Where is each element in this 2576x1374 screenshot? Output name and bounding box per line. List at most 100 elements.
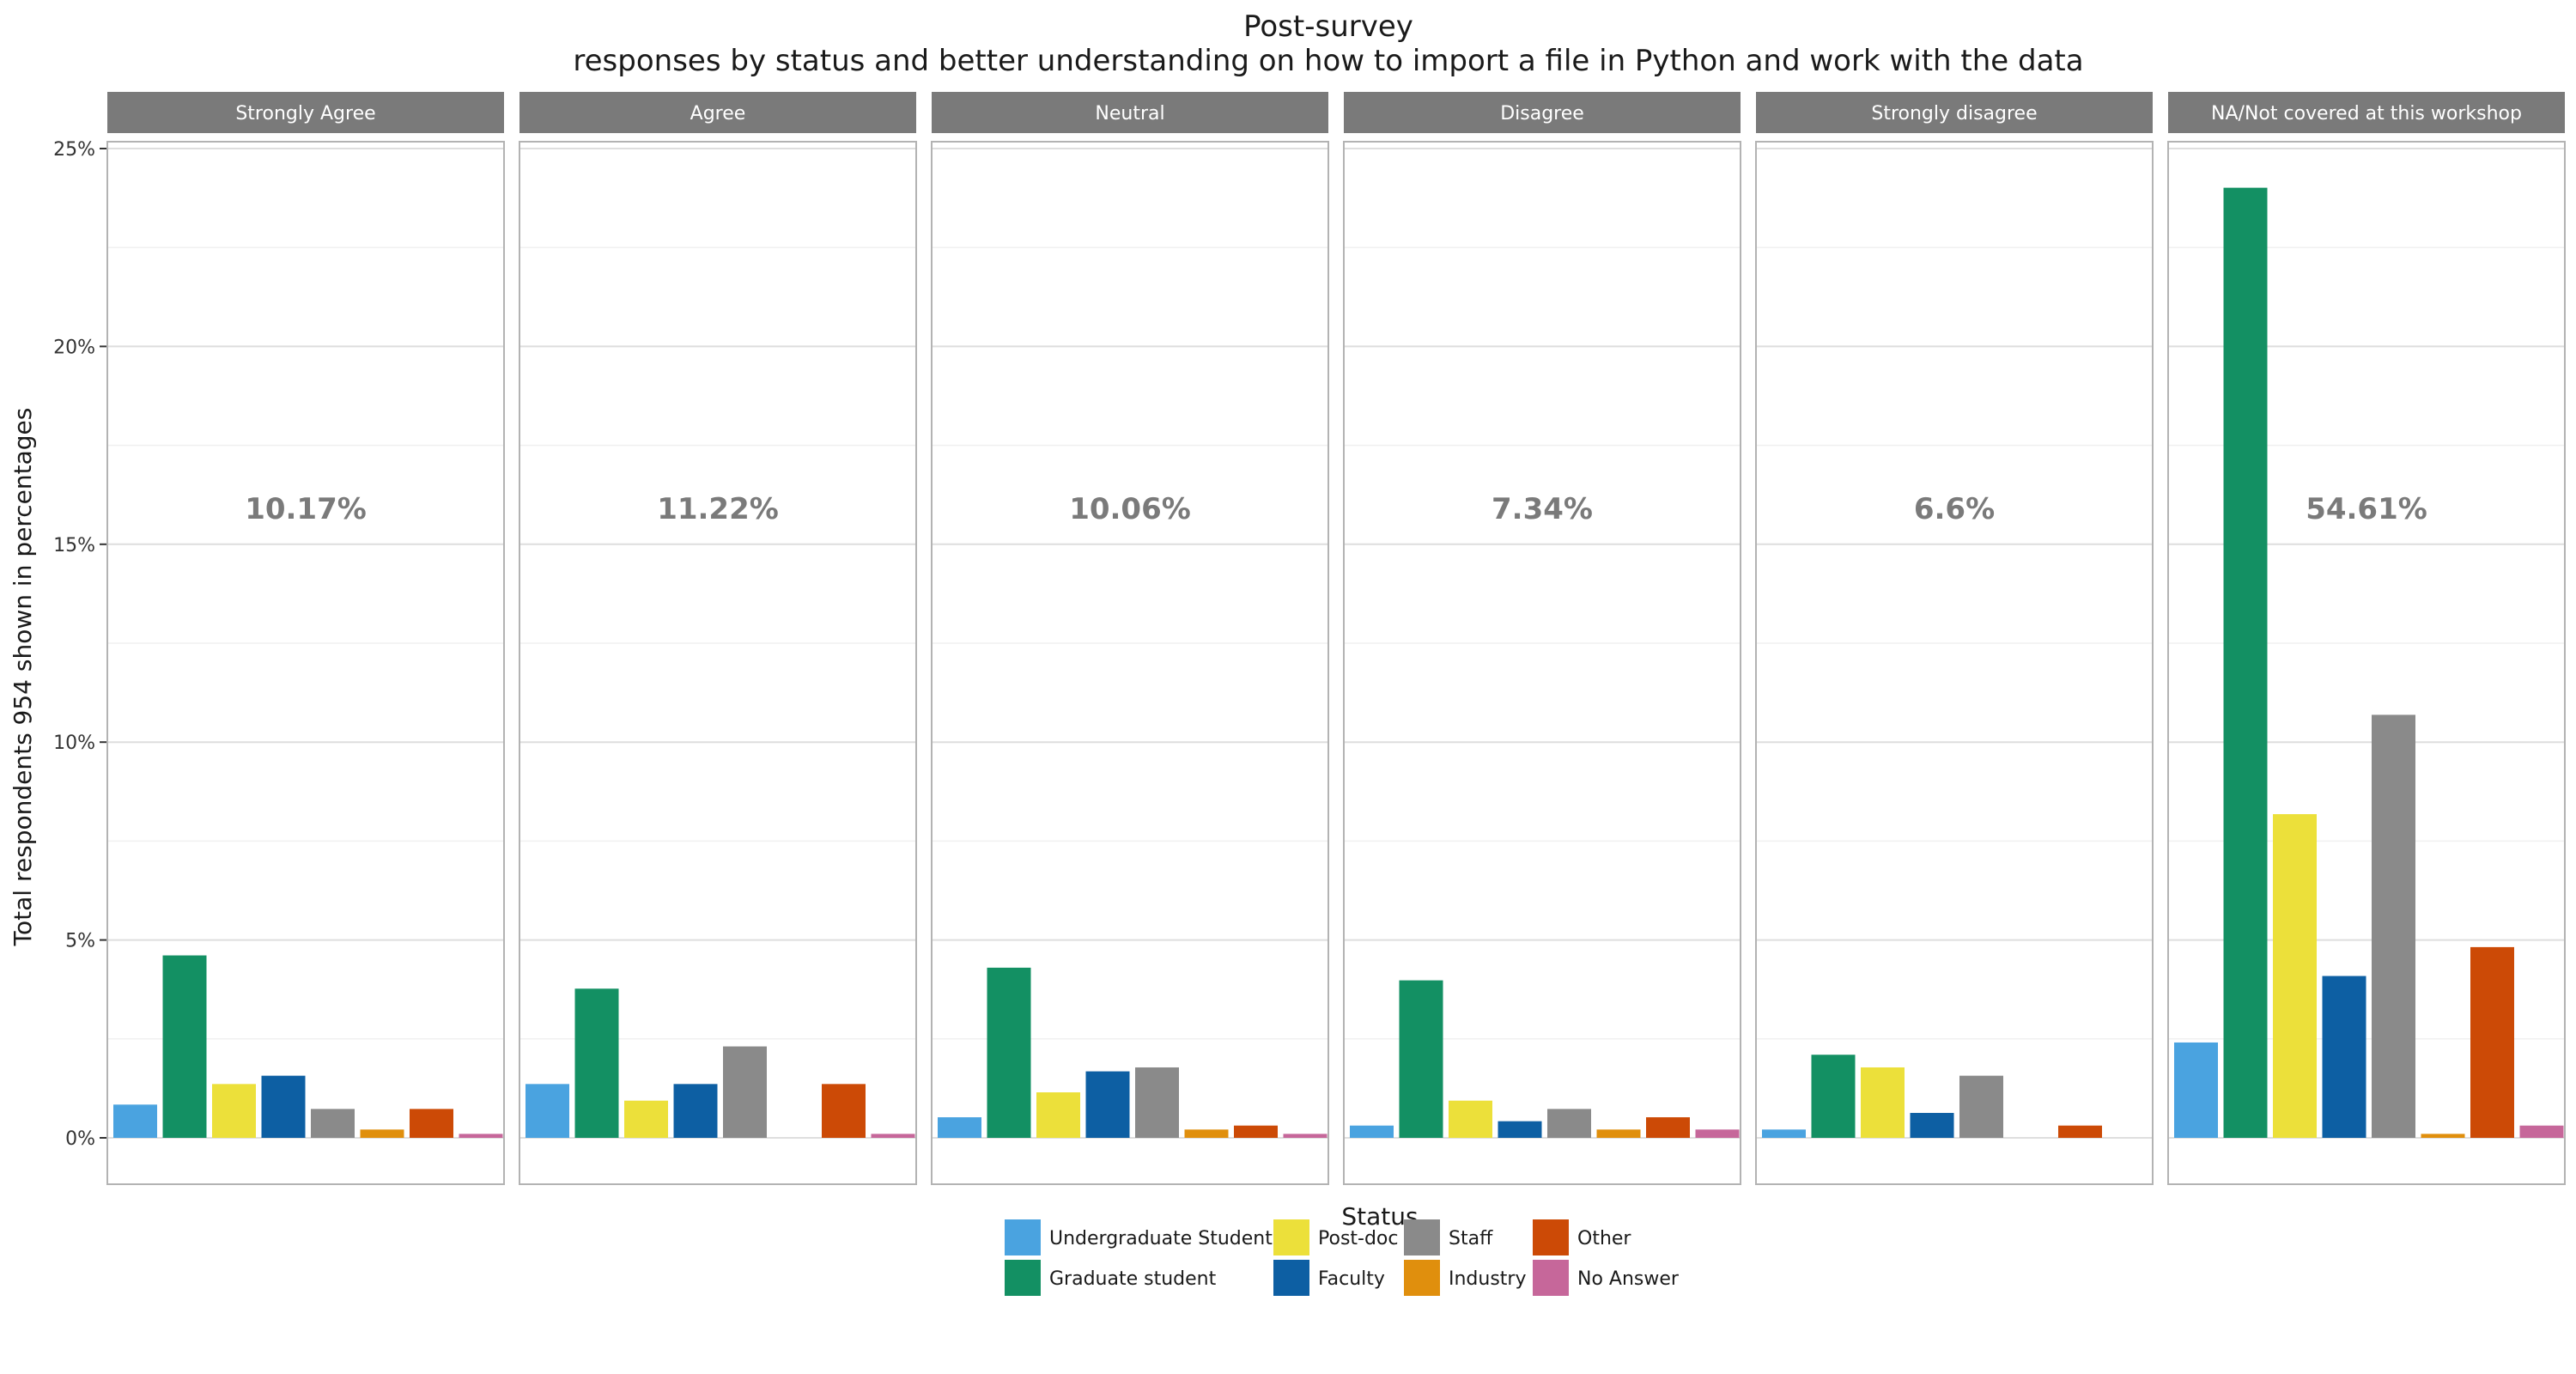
- bar-graduate-student: [2223, 187, 2268, 1139]
- panel-border: [1755, 141, 2154, 1185]
- panel-total-label: 6.6%: [1914, 492, 1995, 526]
- facet-strip-label: NA/Not covered at this workshop: [2211, 103, 2522, 125]
- bar-undergraduate-student: [1350, 1125, 1394, 1138]
- legend-label: Faculty: [1318, 1268, 1385, 1290]
- legend-label: Other: [1577, 1228, 1631, 1249]
- legend-key-no-answer: [1533, 1260, 1569, 1296]
- bar-graduate-student: [987, 967, 1031, 1138]
- legend-key-other: [1533, 1219, 1569, 1255]
- panel-border: [519, 141, 917, 1185]
- bar-undergraduate-student: [526, 1084, 569, 1138]
- legend-key-post-doc: [1273, 1219, 1309, 1255]
- bar-other: [2058, 1125, 2102, 1138]
- bar-faculty: [1910, 1112, 1954, 1138]
- bar-graduate-student: [1811, 1055, 1856, 1138]
- bar-staff: [723, 1046, 767, 1138]
- bar-staff: [311, 1109, 355, 1138]
- bar-other: [1234, 1125, 1278, 1138]
- panel-total-label: 7.34%: [1492, 492, 1593, 526]
- legend-label: Undergraduate Student: [1049, 1228, 1273, 1249]
- facet-strip-label: Strongly disagree: [1871, 103, 2037, 125]
- bar-staff: [1135, 1067, 1179, 1138]
- facet-strip-label: Neutral: [1095, 103, 1164, 125]
- bar-industry: [360, 1129, 404, 1138]
- bar-staff: [1959, 1075, 2003, 1138]
- bar-other: [822, 1084, 866, 1138]
- bar-other: [2470, 946, 2514, 1138]
- panel-border: [2167, 141, 2566, 1185]
- bar-no-answer: [871, 1134, 915, 1138]
- y-tick-label: 10%: [53, 733, 95, 754]
- bar-staff: [1547, 1109, 1591, 1138]
- bar-undergraduate-student: [113, 1104, 157, 1138]
- facet-panel: NA/Not covered at this workshop 54.61%: [2167, 92, 2566, 1185]
- legend-key-undergraduate-student: [1005, 1219, 1041, 1255]
- bar-faculty: [261, 1075, 306, 1138]
- legend-key-graduate-student: [1005, 1260, 1041, 1296]
- y-tick-label: 15%: [53, 535, 95, 556]
- legend-key-staff: [1404, 1219, 1440, 1255]
- bar-post-doc: [624, 1100, 668, 1138]
- facet-strip: [1344, 92, 1741, 133]
- panel-total-label: 11.22%: [657, 492, 779, 526]
- bar-other: [410, 1109, 453, 1138]
- facet-panel: Neutral 10.06%: [931, 92, 1329, 1185]
- bar-faculty: [2322, 976, 2366, 1138]
- bar-undergraduate-student: [2174, 1042, 2218, 1138]
- bar-industry: [1184, 1129, 1229, 1138]
- facet-strip-label: Agree: [690, 103, 746, 125]
- legend: Undergraduate Student Graduate student Pos…: [1005, 1219, 1680, 1296]
- bar-industry: [1596, 1129, 1641, 1138]
- bar-staff: [2372, 714, 2415, 1138]
- y-axis-title: Total respondents 954 shown in percentag…: [9, 408, 37, 947]
- y-tick-label: 5%: [65, 931, 95, 952]
- bar-graduate-student: [574, 988, 619, 1138]
- panel-border: [106, 141, 505, 1185]
- bar-other: [1646, 1117, 1690, 1138]
- facet-strip: [519, 92, 916, 133]
- panel-total-label: 10.06%: [1069, 492, 1191, 526]
- bar-no-answer: [1283, 1134, 1327, 1138]
- bar-graduate-student: [162, 955, 207, 1138]
- bar-undergraduate-student: [938, 1117, 981, 1138]
- chart-title: Post-survey: [1243, 9, 1413, 44]
- legend-label: Graduate student: [1049, 1268, 1217, 1290]
- bar-industry: [2421, 1134, 2465, 1138]
- y-tick-label: 20%: [53, 337, 95, 358]
- legend-key-faculty: [1273, 1260, 1309, 1296]
- facet-strip: [2168, 92, 2565, 133]
- bar-post-doc: [212, 1084, 256, 1138]
- bar-faculty: [673, 1084, 718, 1138]
- facet-panel: Agree 11.22%: [519, 92, 917, 1185]
- bar-post-doc: [1036, 1092, 1080, 1138]
- bar-graduate-student: [1399, 980, 1443, 1138]
- facet-strip: [107, 92, 504, 133]
- facet-strip-label: Strongly Agree: [235, 103, 375, 125]
- panel-total-label: 54.61%: [2306, 492, 2427, 526]
- y-axis: 0% 5% 10% 15% 20% 25%: [53, 139, 107, 1150]
- facet-strip: [932, 92, 1328, 133]
- bar-post-doc: [1861, 1067, 1905, 1138]
- bar-no-answer: [459, 1134, 503, 1138]
- facet-strip: [1756, 92, 2153, 133]
- bar-post-doc: [2273, 814, 2317, 1138]
- bar-no-answer: [1695, 1129, 1740, 1138]
- panel-border: [931, 141, 1329, 1185]
- bar-no-answer: [2519, 1125, 2564, 1138]
- legend-label: Staff: [1449, 1228, 1493, 1249]
- bar-faculty: [1498, 1121, 1542, 1138]
- y-tick-label: 25%: [53, 139, 95, 161]
- facet-panel: Strongly disagree 6.6%: [1755, 92, 2154, 1185]
- y-tick-label: 0%: [65, 1128, 95, 1150]
- legend-key-industry: [1404, 1260, 1440, 1296]
- bar-faculty: [1085, 1071, 1130, 1138]
- bar-post-doc: [1449, 1100, 1492, 1138]
- panel-border: [1343, 141, 1741, 1185]
- facet-panel: Disagree 7.34%: [1343, 92, 1741, 1185]
- facet-panels: Strongly Agree 10.17% Agree 11.22% Neutral 10…: [106, 92, 2566, 1185]
- facet-strip-label: Disagree: [1500, 103, 1584, 125]
- chart-subtitle: responses by status and better understan…: [573, 44, 2083, 78]
- facet-panel: Strongly Agree 10.17%: [106, 92, 505, 1185]
- panel-total-label: 10.17%: [245, 492, 367, 526]
